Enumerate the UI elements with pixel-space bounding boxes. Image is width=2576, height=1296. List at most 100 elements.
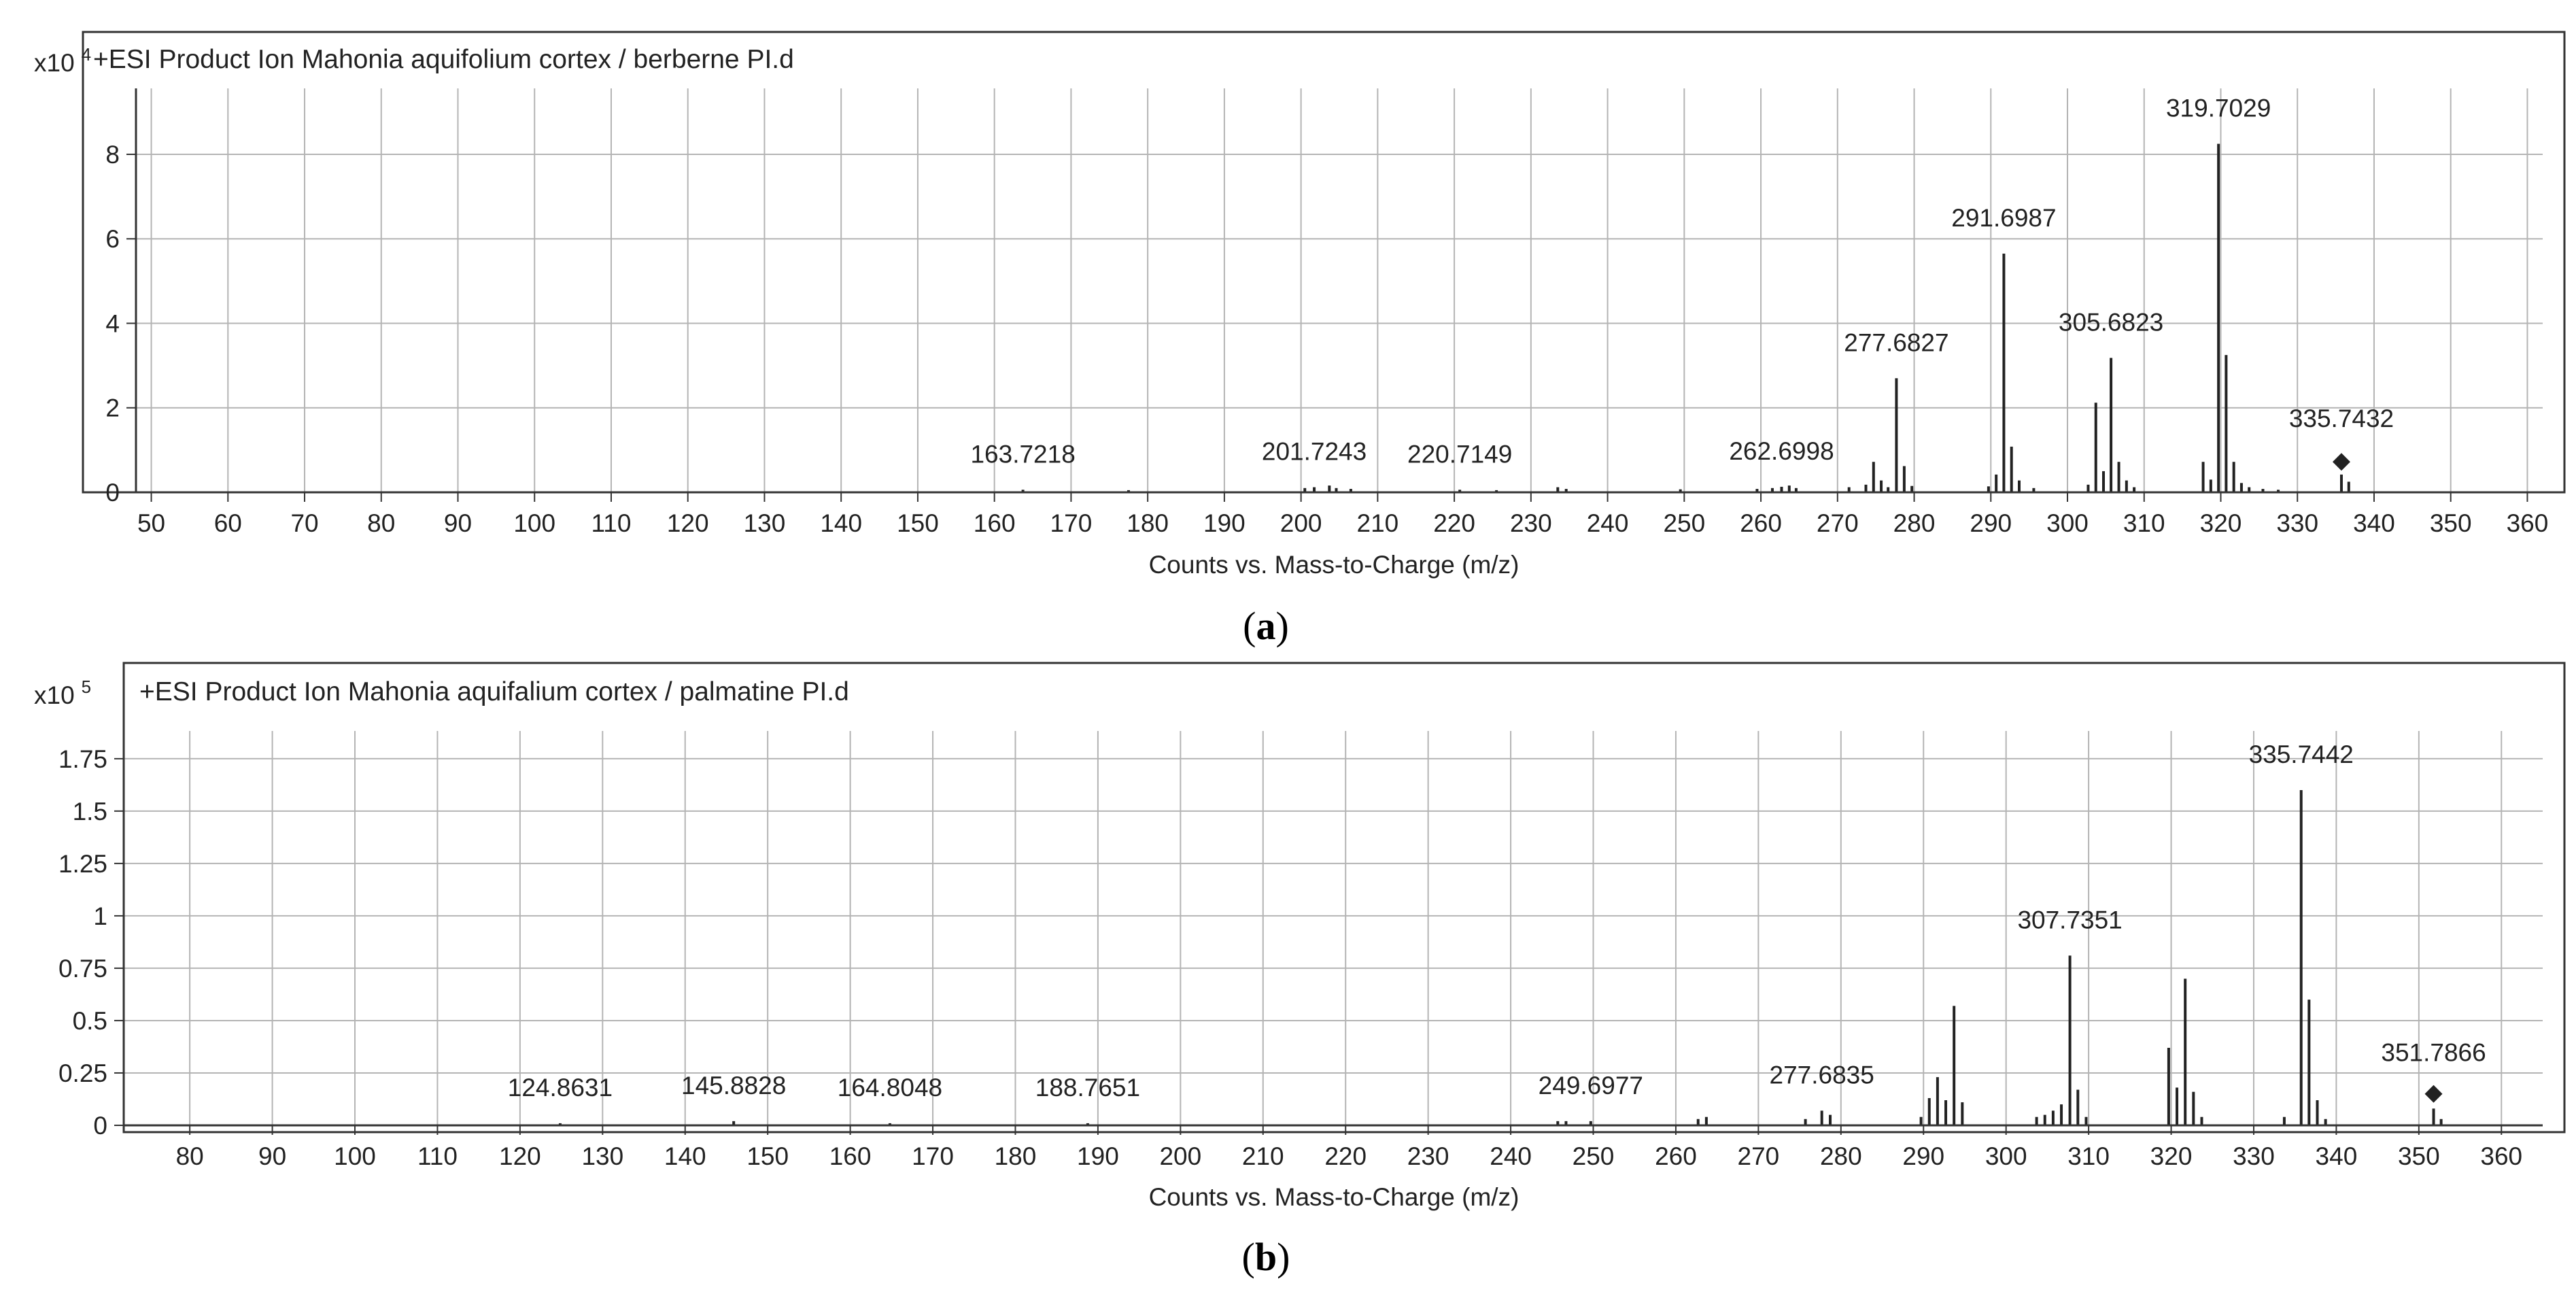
x-tick-label: 330 — [2233, 1142, 2275, 1170]
x-tick-label: 300 — [1985, 1142, 2027, 1170]
x-tick-label: 260 — [1740, 509, 1782, 537]
peak-label: 124.8631 — [508, 1074, 613, 1102]
x-tick-label: 110 — [591, 509, 631, 537]
x-tick-label: 180 — [995, 1142, 1037, 1170]
panel-b-axes: 80 90 100 110 120 130 140 150 160 170 180 190 200 210… — [58, 731, 2543, 1170]
x-tick-label: 360 — [2480, 1142, 2522, 1170]
y-tick-label: 4 — [105, 309, 120, 337]
x-tick-label: 210 — [1357, 509, 1399, 537]
panel-b-peak-labels: 124.8631 145.8828 164.8048 188.7651 249.6977… — [508, 740, 2486, 1102]
x-tick-label: 220 — [1433, 509, 1475, 537]
x-tick-label: 120 — [499, 1142, 541, 1170]
x-tick-label: 80 — [176, 1142, 204, 1170]
peak-label: 188.7651 — [1035, 1074, 1140, 1102]
x-tick-label: 180 — [1127, 509, 1169, 537]
peak-label: 145.8828 — [681, 1072, 786, 1099]
peak-label: 351.7866 — [2381, 1038, 2486, 1066]
x-tick-label: 90 — [258, 1142, 286, 1170]
x-tick-label: 290 — [1970, 509, 2012, 537]
peak-label: 201.7243 — [1262, 438, 1367, 466]
x-tick-label: 360 — [2507, 509, 2549, 537]
peak-label: 277.6835 — [1770, 1061, 1874, 1089]
y-tick-label: 6 — [105, 225, 120, 253]
x-tick-label: 120 — [667, 509, 709, 537]
x-tick-label: 310 — [2123, 509, 2165, 537]
peak-label: 335.7432 — [2289, 405, 2394, 432]
panel-b-caption: (b) — [1242, 1235, 1290, 1279]
peak-label: 307.7351 — [2017, 906, 2122, 934]
panel-b-title: +ESI Product Ion Mahonia aquifalium cort… — [139, 677, 849, 706]
x-tick-label: 150 — [746, 1142, 789, 1170]
panel-b-y-multiplier: x10 5 — [34, 677, 91, 709]
y-tick-label: 0.75 — [58, 955, 107, 983]
panel-b-grid — [124, 731, 2543, 1125]
x-tick-label: 270 — [1817, 509, 1859, 537]
x-tick-label: 200 — [1159, 1142, 1201, 1170]
x-tick-label: 310 — [2067, 1142, 2110, 1170]
spectrum-panel-b: x10 5 +ESI Product Ion Mahonia aquifalium… — [34, 662, 2566, 1279]
x-tick-label: 130 — [581, 1142, 623, 1170]
x-tick-label: 260 — [1655, 1142, 1697, 1170]
x-tick-label: 170 — [912, 1142, 954, 1170]
precursor-diamond-marker — [2424, 1085, 2443, 1103]
x-tick-label: 110 — [417, 1142, 458, 1170]
x-tick-label: 270 — [1738, 1142, 1780, 1170]
x-tick-label: 350 — [2430, 509, 2472, 537]
x-tick-label: 50 — [137, 509, 165, 537]
peak-label: 291.6987 — [1951, 204, 2056, 232]
x-tick-label: 100 — [334, 1142, 376, 1170]
x-tick-label: 140 — [664, 1142, 706, 1170]
peak-label: 319.7029 — [2166, 94, 2271, 122]
panel-b-x-axis-label: Counts vs. Mass-to-Charge (m/z) — [1149, 1183, 1519, 1211]
y-tick-label: 2 — [105, 394, 120, 422]
peak-label: 163.7218 — [970, 440, 1075, 468]
y-tick-label: 0 — [93, 1112, 107, 1140]
x-tick-label: 100 — [513, 509, 555, 537]
panel-b-peaks — [558, 790, 2443, 1125]
x-tick-label: 160 — [974, 509, 1016, 537]
peak-label: 220.7149 — [1407, 440, 1512, 468]
x-tick-label: 290 — [1902, 1142, 1944, 1170]
x-tick-label: 190 — [1077, 1142, 1119, 1170]
y-tick-label: 0.5 — [73, 1007, 107, 1035]
x-tick-label: 70 — [290, 509, 318, 537]
x-tick-label: 280 — [1893, 509, 1936, 537]
panel-b-frame — [122, 662, 2566, 1133]
x-tick-label: 250 — [1573, 1142, 1615, 1170]
x-tick-label: 220 — [1324, 1142, 1367, 1170]
panel-a-y-multiplier: x10 4 — [34, 44, 91, 77]
x-tick-label: 150 — [897, 509, 939, 537]
x-tick-label: 230 — [1407, 1142, 1449, 1170]
x-tick-label: 210 — [1242, 1142, 1284, 1170]
y-tick-label: 8 — [105, 141, 120, 169]
x-tick-label: 160 — [829, 1142, 872, 1170]
x-tick-label: 340 — [2353, 509, 2395, 537]
x-tick-label: 190 — [1203, 509, 1246, 537]
y-tick-label: 1.5 — [73, 798, 107, 825]
panel-a-grid — [136, 88, 2543, 492]
x-tick-label: 130 — [744, 509, 786, 537]
x-tick-label: 280 — [1820, 1142, 1862, 1170]
x-tick-label: 340 — [2316, 1142, 2358, 1170]
x-tick-label: 60 — [214, 509, 242, 537]
x-tick-label: 330 — [2276, 509, 2318, 537]
x-tick-label: 90 — [444, 509, 472, 537]
x-tick-label: 200 — [1280, 509, 1322, 537]
panel-a-caption: (a) — [1243, 604, 1289, 648]
panel-a-x-axis-label: Counts vs. Mass-to-Charge (m/z) — [1149, 551, 1519, 579]
x-tick-label: 230 — [1510, 509, 1552, 537]
x-tick-label: 140 — [820, 509, 862, 537]
x-tick-label: 240 — [1490, 1142, 1532, 1170]
panel-a-title: +ESI Product Ion Mahonia aquifolium cort… — [93, 45, 794, 74]
panel-a-peak-labels: 163.7218 201.7243 220.7149 262.6998 277.6827… — [970, 94, 2394, 468]
panel-a-peaks — [1021, 143, 2350, 492]
peak-label: 305.6823 — [2059, 308, 2163, 336]
y-tick-label: 1 — [93, 902, 107, 930]
peak-label: 277.6827 — [1844, 328, 1948, 356]
y-tick-label: 1.75 — [58, 745, 107, 773]
peak-label: 262.6998 — [1729, 437, 1834, 465]
peak-label: 335.7442 — [2249, 740, 2354, 768]
panel-a-axes: 50 60 70 80 90 100 110 120 130 140 150 160 170 180 190… — [105, 88, 2548, 537]
y-tick-label: 1.25 — [58, 850, 107, 878]
